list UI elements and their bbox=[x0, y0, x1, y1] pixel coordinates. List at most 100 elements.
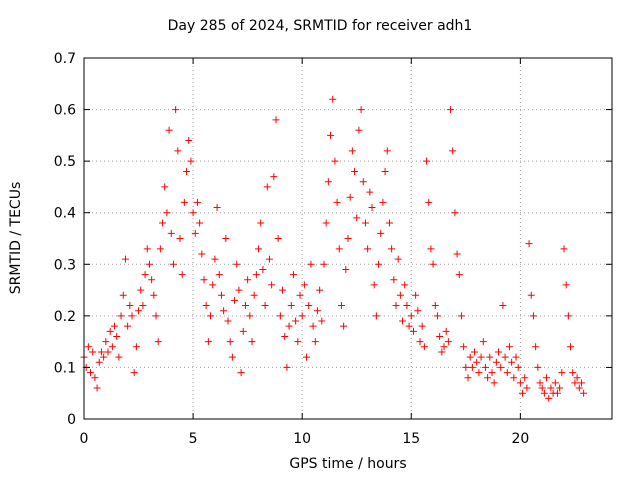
data-point bbox=[307, 260, 315, 268]
data-point bbox=[534, 363, 542, 371]
data-point bbox=[399, 317, 407, 325]
y-tick-label: 0.3 bbox=[54, 257, 76, 273]
data-point bbox=[340, 322, 348, 330]
data-point bbox=[111, 322, 119, 330]
data-point bbox=[383, 147, 391, 155]
data-point bbox=[202, 302, 210, 310]
data-point bbox=[215, 271, 223, 279]
y-tick-label: 0.7 bbox=[54, 51, 76, 67]
data-point bbox=[244, 276, 252, 284]
data-point bbox=[176, 235, 184, 242]
plot-frame bbox=[83, 57, 613, 420]
data-point bbox=[501, 353, 509, 361]
data-point bbox=[211, 255, 219, 263]
data-point bbox=[152, 312, 160, 320]
data-point bbox=[246, 312, 254, 320]
data-point bbox=[505, 343, 513, 351]
data-point bbox=[283, 363, 291, 371]
data-point bbox=[495, 348, 503, 356]
data-point bbox=[455, 271, 463, 279]
data-point bbox=[126, 302, 134, 310]
data-point bbox=[259, 265, 267, 273]
data-point bbox=[145, 260, 153, 268]
data-point bbox=[451, 209, 459, 217]
y-tick-label: 0 bbox=[67, 412, 76, 428]
data-point bbox=[165, 126, 173, 134]
data-point bbox=[337, 302, 345, 310]
data-point bbox=[492, 358, 500, 366]
data-point bbox=[523, 384, 531, 392]
data-point bbox=[562, 281, 570, 289]
data-point bbox=[108, 343, 116, 351]
data-point bbox=[233, 260, 241, 268]
data-point bbox=[191, 229, 199, 237]
data-point bbox=[351, 167, 359, 175]
data-point bbox=[187, 157, 195, 165]
series-adh1 bbox=[80, 95, 588, 402]
data-point bbox=[355, 126, 363, 134]
y-tick-label: 0.6 bbox=[54, 103, 76, 119]
data-point bbox=[200, 276, 208, 284]
data-point bbox=[270, 173, 278, 181]
data-point bbox=[359, 178, 367, 186]
data-point bbox=[272, 116, 280, 124]
data-point bbox=[87, 369, 95, 377]
data-point bbox=[477, 353, 485, 361]
data-point bbox=[287, 302, 295, 310]
data-point bbox=[113, 332, 121, 340]
data-point bbox=[224, 317, 232, 325]
data-point bbox=[255, 245, 263, 253]
data-point bbox=[235, 286, 243, 294]
data-point bbox=[479, 338, 487, 346]
data-point bbox=[132, 343, 140, 351]
data-point bbox=[180, 198, 188, 206]
data-point bbox=[84, 343, 92, 351]
data-point bbox=[285, 322, 293, 330]
data-point bbox=[519, 389, 527, 397]
data-point bbox=[320, 260, 328, 268]
data-point bbox=[425, 198, 433, 206]
data-point bbox=[119, 291, 127, 299]
data-point bbox=[453, 250, 461, 258]
data-point bbox=[294, 338, 302, 346]
data-point bbox=[521, 374, 529, 382]
data-point bbox=[263, 183, 271, 191]
data-point bbox=[124, 322, 132, 330]
data-point bbox=[536, 379, 544, 387]
data-point bbox=[322, 219, 330, 227]
data-point bbox=[204, 338, 212, 346]
data-point bbox=[473, 358, 481, 366]
data-point bbox=[575, 384, 583, 392]
data-point bbox=[460, 343, 468, 351]
data-point bbox=[532, 343, 540, 351]
data-point bbox=[510, 374, 518, 382]
data-point bbox=[577, 379, 585, 387]
data-point bbox=[89, 348, 97, 356]
y-tick-label: 0.4 bbox=[54, 206, 76, 222]
data-point bbox=[268, 281, 276, 289]
data-point bbox=[372, 312, 380, 320]
data-point bbox=[512, 353, 520, 361]
data-point bbox=[527, 291, 535, 299]
data-point bbox=[392, 302, 400, 310]
data-point bbox=[447, 106, 455, 114]
data-point bbox=[466, 353, 474, 361]
data-point bbox=[217, 291, 225, 299]
data-point bbox=[560, 245, 568, 253]
data-point bbox=[361, 219, 369, 227]
data-point bbox=[543, 374, 551, 382]
data-point bbox=[569, 369, 577, 377]
data-point bbox=[333, 198, 341, 206]
data-point bbox=[475, 369, 483, 377]
data-point bbox=[551, 379, 559, 387]
data-point bbox=[213, 204, 221, 212]
y-tick-label: 0.2 bbox=[54, 309, 76, 325]
data-point bbox=[220, 307, 228, 315]
data-point bbox=[381, 167, 389, 175]
data-point bbox=[174, 147, 182, 155]
data-point bbox=[257, 219, 265, 227]
data-point bbox=[172, 106, 180, 114]
data-point bbox=[503, 369, 511, 377]
data-point bbox=[104, 348, 112, 356]
data-point bbox=[375, 260, 383, 268]
